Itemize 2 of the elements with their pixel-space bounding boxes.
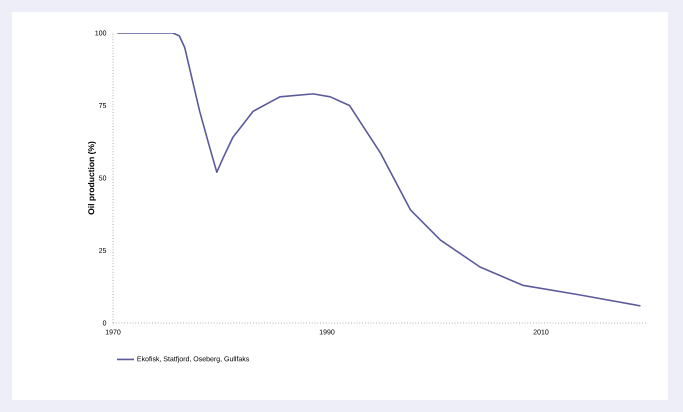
- y-axis-title: Oil production (%): [88, 142, 96, 214]
- line-series: [116, 32, 642, 307]
